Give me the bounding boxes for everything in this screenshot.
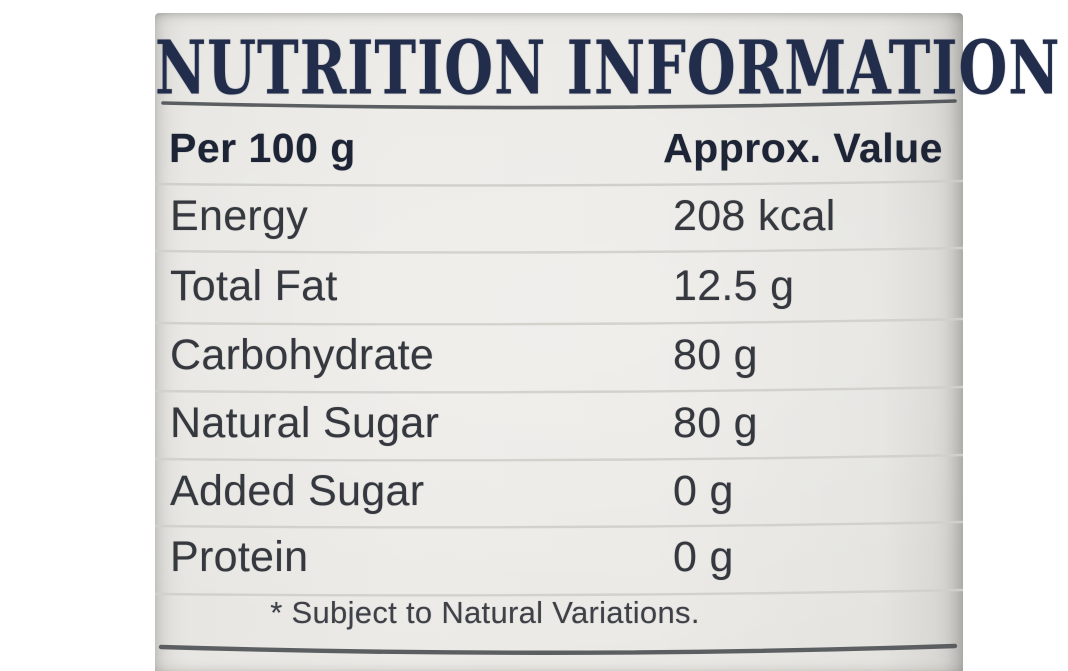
- approx-value-header: Approx. Value: [663, 125, 943, 171]
- bottom-rule: [158, 643, 958, 655]
- natural-variations-footnote: * Subject to Natural Variations.: [270, 595, 700, 630]
- nutrient-value: 0 g: [673, 467, 734, 515]
- nutrition-title: NUTRITION INFORMATION: [155, 25, 1061, 113]
- nutrient-value: 12.5 g: [673, 262, 795, 310]
- table-row-energy: Energy 208 kcal: [170, 183, 963, 249]
- nutrition-label-panel: NUTRITION INFORMATION Per 100 g Approx. …: [155, 13, 1061, 671]
- nutrient-name: Total Fat: [170, 262, 338, 310]
- nutrient-name: Energy: [170, 192, 309, 240]
- nutrient-value: 208 kcal: [673, 192, 836, 240]
- nutrient-value: 80 g: [673, 331, 758, 379]
- per-100g-header: Per 100 g: [169, 125, 356, 171]
- table-row-total-fat: Total Fat 12.5 g: [170, 253, 963, 319]
- nutrient-name: Added Sugar: [170, 467, 425, 515]
- table-row-carbohydrate: Carbohydrate 80 g: [170, 322, 963, 388]
- nutrient-name: Protein: [170, 533, 309, 581]
- table-row-protein: Protein 0 g: [170, 524, 963, 590]
- table-row-added-sugar: Added Sugar 0 g: [170, 458, 963, 524]
- column-header-row: Per 100 g Approx. Value: [169, 115, 945, 181]
- nutrient-value: 80 g: [673, 399, 758, 447]
- nutrient-value: 0 g: [673, 533, 734, 581]
- nutrient-name: Carbohydrate: [170, 331, 435, 379]
- nutrient-name: Natural Sugar: [170, 399, 440, 447]
- table-row-natural-sugar: Natural Sugar 80 g: [170, 390, 963, 456]
